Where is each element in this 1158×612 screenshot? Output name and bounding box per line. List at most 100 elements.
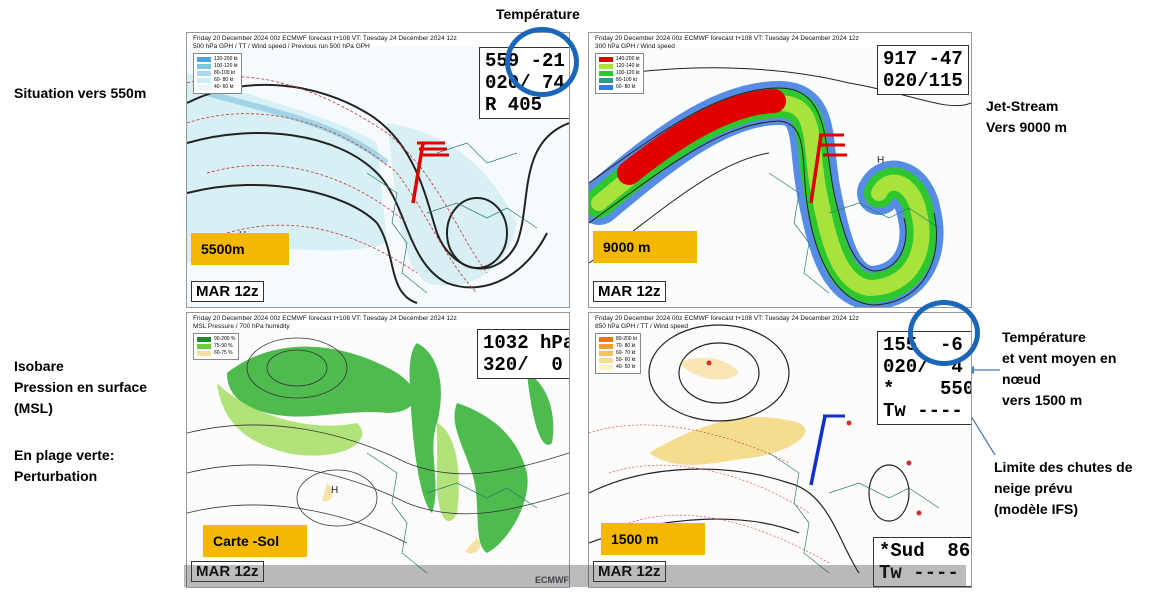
legend-row: 120-200 kt bbox=[197, 56, 238, 63]
label-pression-surface: Pression en surface bbox=[14, 379, 148, 395]
legend-row: 100-120 kt bbox=[599, 70, 640, 77]
legend-row: 100-120 kt bbox=[197, 63, 238, 70]
legend-swatch bbox=[197, 57, 211, 62]
legend-swatch bbox=[599, 57, 613, 62]
station-info-box: 1032 hPa 320/ 0 bbox=[477, 329, 570, 379]
label-msl: (MSL) bbox=[14, 400, 53, 416]
altitude-badge: 1500 m bbox=[601, 523, 705, 555]
legend-row: 40- 60 kt bbox=[197, 84, 238, 91]
legend-swatch bbox=[197, 351, 211, 356]
map-panel-850hpa: Friday 20 December 2024 00z ECMWF foreca… bbox=[588, 312, 972, 588]
legend-row: 40- 50 kt bbox=[599, 364, 637, 371]
panel-header-line1: Friday 20 December 2024 00z ECMWF foreca… bbox=[193, 315, 457, 322]
page-title: Température bbox=[496, 6, 580, 22]
legend-label: 60- 80 kt bbox=[616, 84, 636, 90]
panel-header: Friday 20 December 2024 00z ECMWF foreca… bbox=[193, 35, 457, 51]
legend-row: 60-75 % bbox=[197, 350, 235, 357]
svg-text:H: H bbox=[331, 485, 338, 496]
legend-wind-speed: 120-200 kt 100-120 kt 80-100 kt 60- 80 k… bbox=[193, 53, 242, 94]
info-line: Tw ---- bbox=[883, 400, 963, 422]
legend-row: 50- 60 kt bbox=[599, 357, 637, 364]
legend-swatch bbox=[599, 78, 613, 83]
legend-label: 50- 60 kt bbox=[616, 357, 636, 363]
panel-header: Friday 20 December 2024 00z ECMWF foreca… bbox=[193, 315, 457, 331]
panel-header-line1: Friday 20 December 2024 00z ECMWF foreca… bbox=[595, 315, 859, 322]
legend-row: 70- 80 kt bbox=[599, 343, 637, 350]
label-temperature-right: Température bbox=[1002, 329, 1086, 345]
legend-label: 40- 60 kt bbox=[214, 84, 234, 90]
panel-header-line2: 500 hPa GPH / TT / Wind speed / Previous… bbox=[193, 43, 370, 50]
legend-label: 60- 70 kt bbox=[616, 350, 636, 356]
label-noeud: nœud bbox=[1002, 371, 1041, 387]
legend-swatch bbox=[599, 337, 613, 342]
legend-swatch bbox=[599, 358, 613, 363]
legend-wind-speed: 80-200 kt 70- 80 kt 60- 70 kt 50- 60 kt … bbox=[595, 333, 641, 374]
legend-swatch bbox=[197, 344, 211, 349]
label-vers-9000m: Vers 9000 m bbox=[986, 119, 1067, 135]
legend-swatch bbox=[197, 337, 211, 342]
info-line: 1032 hPa bbox=[483, 332, 570, 354]
legend-swatch bbox=[599, 365, 613, 370]
legend-label: 80-100 kt bbox=[214, 70, 235, 76]
legend-label: 70- 80 kt bbox=[616, 343, 636, 349]
legend-label: 60- 80 kt bbox=[214, 77, 234, 83]
station-info-box-south: *Sud 860 Tw ---- bbox=[873, 537, 972, 587]
bottom-overlay-bar bbox=[184, 565, 966, 587]
legend-swatch bbox=[599, 71, 613, 76]
legend-swatch bbox=[197, 85, 211, 90]
run-label: MAR 12z bbox=[191, 561, 264, 582]
legend-label: 120-200 kt bbox=[214, 56, 238, 62]
info-line: *Sud 860 bbox=[879, 540, 972, 562]
legend-label: 140-200 kt bbox=[616, 56, 640, 62]
legend-row: 60- 70 kt bbox=[599, 350, 637, 357]
ecmwf-logo: ECMWF bbox=[535, 575, 569, 585]
legend-label: 80-200 kt bbox=[616, 336, 637, 342]
panel-header-line2: 850 hPa GPH / TT / Wind speed bbox=[595, 323, 688, 330]
legend-row: 60- 80 kt bbox=[599, 84, 640, 91]
panel-header-line1: Friday 20 December 2024 00z ECMWF foreca… bbox=[193, 35, 457, 42]
label-vers-1500m: vers 1500 m bbox=[1002, 392, 1083, 408]
station-info-box: 917 -47 020/115 bbox=[877, 45, 969, 95]
run-label: MAR 12z bbox=[593, 561, 666, 582]
highlight-circle-temperature-850 bbox=[908, 300, 980, 366]
legend-swatch bbox=[599, 344, 613, 349]
run-label: MAR 12z bbox=[593, 281, 666, 302]
altitude-badge: Carte -Sol bbox=[203, 525, 307, 557]
legend-row: 90-200 % bbox=[197, 336, 235, 343]
label-limite-neige: Limite des chutes de bbox=[994, 459, 1133, 475]
legend-label: 80-100 kt bbox=[616, 77, 637, 83]
legend-label: 40- 50 kt bbox=[616, 364, 636, 370]
legend-row: 140-200 kt bbox=[599, 56, 640, 63]
panel-header-line2: MSL Pressure / 700 hPa humidity bbox=[193, 323, 290, 330]
map-panel-msl: H Friday 20 December 2024 00z ECMWF fore… bbox=[186, 312, 570, 588]
info-line: R 405 bbox=[485, 94, 543, 116]
label-perturbation: Perturbation bbox=[14, 468, 98, 484]
label-situation-550m: Situation vers 550m bbox=[14, 85, 147, 101]
legend-humidity: 90-200 % 75-90 % 60-75 % bbox=[193, 333, 240, 360]
panel-header-line2: 300 hPa GPH / Wind speed bbox=[595, 43, 675, 50]
label-vent-moyen: et vent moyen en bbox=[1002, 350, 1117, 366]
altitude-badge: 9000 m bbox=[593, 231, 697, 263]
legend-row: 60- 80 kt bbox=[197, 77, 238, 84]
info-line: 020/115 bbox=[883, 70, 963, 92]
label-isobare: Isobare bbox=[14, 358, 64, 374]
info-line: 320/ 0 bbox=[483, 354, 563, 376]
legend-swatch bbox=[599, 85, 613, 90]
info-line: 020/ 4 bbox=[883, 356, 963, 378]
legend-label: 120-140 kt bbox=[616, 63, 640, 69]
legend-wind-speed: 140-200 kt 120-140 kt 100-120 kt 80-100 … bbox=[595, 53, 644, 94]
legend-label: 100-120 kt bbox=[616, 70, 640, 76]
info-line: * 550 bbox=[883, 378, 972, 400]
legend-swatch bbox=[197, 64, 211, 69]
legend-label: 100-120 kt bbox=[214, 63, 238, 69]
legend-label: 60-75 % bbox=[214, 350, 233, 356]
legend-row: 80-200 kt bbox=[599, 336, 637, 343]
legend-swatch bbox=[197, 71, 211, 76]
legend-row: 75-90 % bbox=[197, 343, 235, 350]
legend-swatch bbox=[599, 64, 613, 69]
panel-header-line1: Friday 20 December 2024 00z ECMWF foreca… bbox=[595, 35, 859, 42]
map-500hpa-graphic: H bbox=[187, 47, 569, 307]
svg-text:H: H bbox=[877, 155, 884, 166]
run-label: MAR 12z bbox=[191, 281, 264, 302]
